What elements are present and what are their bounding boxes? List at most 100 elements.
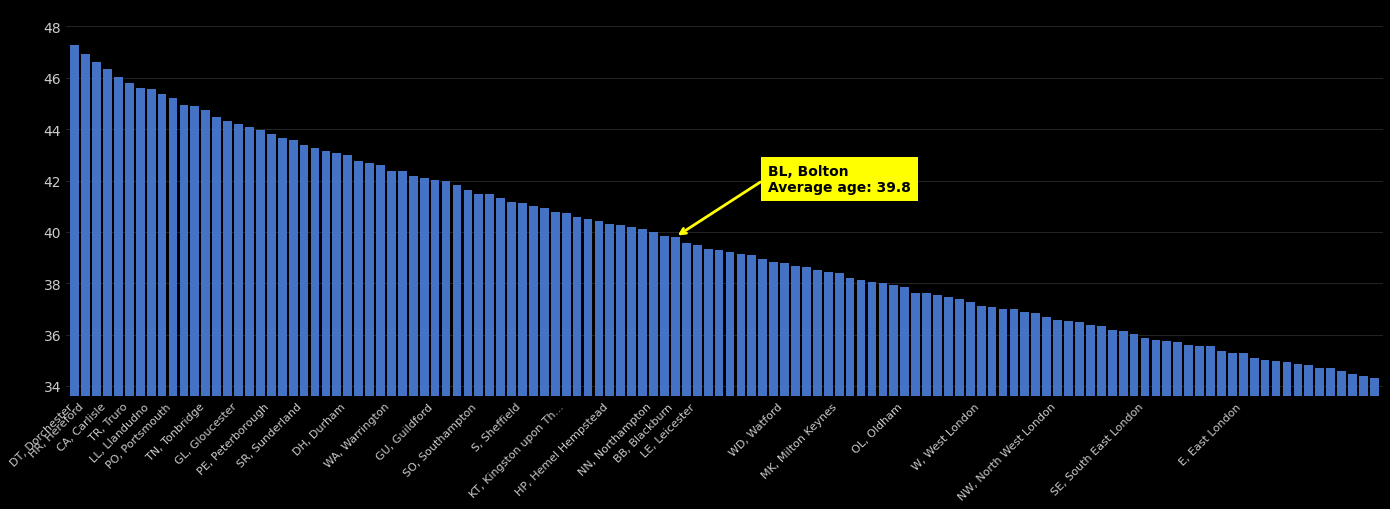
Bar [791, 267, 799, 509]
Bar [442, 182, 450, 509]
Bar [1086, 325, 1095, 509]
Bar [485, 194, 493, 509]
Bar [398, 172, 407, 509]
Bar [998, 309, 1008, 509]
Bar [179, 106, 188, 509]
Bar [901, 288, 909, 509]
Bar [1184, 345, 1193, 509]
Bar [386, 172, 396, 509]
Bar [573, 217, 581, 509]
Bar [769, 262, 778, 509]
Bar [157, 95, 167, 509]
Bar [1238, 353, 1248, 509]
Bar [168, 99, 178, 509]
Bar [332, 154, 341, 509]
Bar [496, 198, 505, 509]
Bar [627, 228, 637, 509]
Bar [1173, 343, 1181, 509]
Bar [1020, 312, 1029, 509]
Bar [507, 203, 516, 509]
Bar [1195, 347, 1204, 509]
Bar [267, 134, 275, 509]
Bar [1054, 320, 1062, 509]
Bar [474, 194, 484, 509]
Bar [616, 226, 626, 509]
Bar [660, 237, 669, 509]
Bar [420, 179, 428, 509]
Bar [1042, 317, 1051, 509]
Bar [1304, 365, 1314, 509]
Bar [1326, 369, 1334, 509]
Bar [245, 128, 254, 509]
Bar [354, 162, 363, 509]
Bar [1294, 364, 1302, 509]
Bar [780, 263, 790, 509]
Bar [1119, 332, 1127, 509]
Bar [671, 238, 680, 509]
Bar [1151, 340, 1161, 509]
Bar [1250, 358, 1258, 509]
Bar [759, 260, 767, 509]
Bar [114, 78, 122, 509]
Bar [824, 273, 833, 509]
Bar [737, 254, 745, 509]
Bar [1337, 371, 1346, 509]
Bar [878, 283, 887, 509]
Bar [1348, 375, 1357, 509]
Bar [234, 125, 243, 509]
Bar [1130, 334, 1138, 509]
Bar [584, 219, 592, 509]
Bar [81, 55, 90, 509]
Bar [845, 279, 855, 509]
Bar [595, 221, 603, 509]
Bar [966, 303, 974, 509]
Bar [890, 286, 898, 509]
Bar [912, 293, 920, 509]
Bar [1207, 347, 1215, 509]
Bar [136, 89, 145, 509]
Bar [202, 110, 210, 509]
Bar [714, 250, 723, 509]
Bar [748, 255, 756, 509]
Bar [1371, 378, 1379, 509]
Bar [1009, 309, 1019, 509]
Bar [835, 274, 844, 509]
Bar [256, 130, 264, 509]
Bar [518, 204, 527, 509]
Bar [1261, 361, 1269, 509]
Bar [1141, 338, 1150, 509]
Bar [867, 282, 876, 509]
Bar [813, 270, 821, 509]
Bar [530, 207, 538, 509]
Bar [562, 213, 570, 509]
Bar [944, 297, 952, 509]
Bar [321, 152, 331, 509]
Bar [703, 249, 713, 509]
Bar [343, 156, 352, 509]
Bar [1283, 362, 1291, 509]
Bar [147, 89, 156, 509]
Bar [213, 118, 221, 509]
Bar [1097, 326, 1105, 509]
Bar [988, 307, 997, 509]
Bar [103, 70, 111, 509]
Bar [71, 46, 79, 509]
Bar [1162, 342, 1172, 509]
Bar [431, 180, 439, 509]
Bar [453, 185, 461, 509]
Bar [1218, 352, 1226, 509]
Bar [1227, 353, 1237, 509]
Bar [377, 166, 385, 509]
Bar [310, 149, 320, 509]
Bar [977, 306, 986, 509]
Bar [1031, 313, 1040, 509]
Bar [1272, 362, 1280, 509]
Bar [463, 190, 473, 509]
Bar [682, 244, 691, 509]
Bar [649, 233, 657, 509]
Bar [802, 268, 810, 509]
Bar [300, 146, 309, 509]
Bar [224, 122, 232, 509]
Bar [550, 213, 560, 509]
Bar [726, 252, 734, 509]
